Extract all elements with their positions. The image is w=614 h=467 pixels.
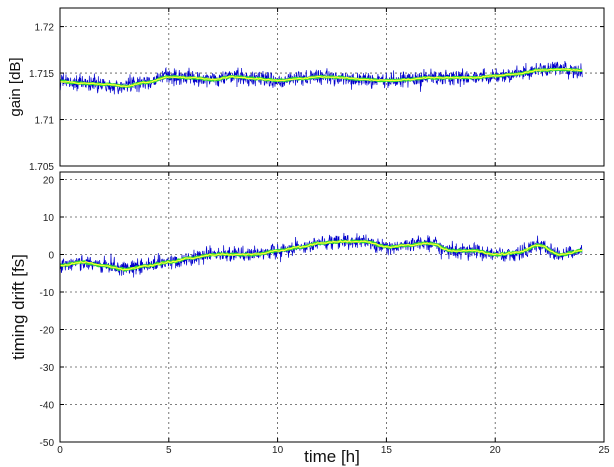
timing-drift-ytick-label: -40	[40, 401, 55, 412]
timing-drift-xtick-label: 0	[57, 445, 63, 456]
timing-drift-ytick-label: -50	[40, 438, 55, 449]
timing-drift-xtick-label: 10	[272, 445, 284, 456]
timing-drift-ytick-label: 10	[43, 213, 55, 224]
timing-drift-ylabel: timing drift [fs]	[9, 254, 28, 360]
gain-plot-area	[60, 8, 604, 166]
gain-panel: 1.705 1.71 1.715 1.72 gain [dB]	[7, 7, 605, 173]
timing-drift-xtick-label: 20	[490, 445, 502, 456]
timing-drift-plot-area	[60, 172, 604, 442]
timing-drift-ytick-label: 0	[48, 251, 54, 262]
gain-ytick-label: 1.71	[35, 116, 55, 127]
timing-drift-xtick-label: 25	[598, 445, 610, 456]
gain-axes-box	[59, 7, 605, 167]
timing-drift-ytick-label: 20	[43, 176, 55, 187]
timing-drift-axes-box	[59, 171, 605, 443]
gain-ytick-label: 1.72	[35, 23, 55, 34]
timing-drift-ytick-label: -30	[40, 363, 55, 374]
gain-ytick-label: 1.705	[29, 162, 54, 173]
gain-ytick-label: 1.715	[29, 69, 54, 80]
gain-series-smooth-yellow	[59, 68, 583, 88]
timing-drift-ytick-label: -20	[40, 326, 55, 337]
timing-drift-xlabel: time [h]	[304, 447, 360, 466]
timing-drift-xtick-label: 5	[166, 445, 172, 456]
gain-ylabel: gain [dB]	[7, 57, 24, 116]
timing-drift-ytick-label: -10	[40, 288, 55, 299]
timing-drift-panel: 0 5 10 15 20 25 -50 -40 -30 -20 -10 0 10 20 timing dri…	[9, 171, 610, 466]
timing-drift-xtick-label: 15	[381, 445, 393, 456]
timing-drift-series-smooth-yellow	[59, 240, 583, 271]
